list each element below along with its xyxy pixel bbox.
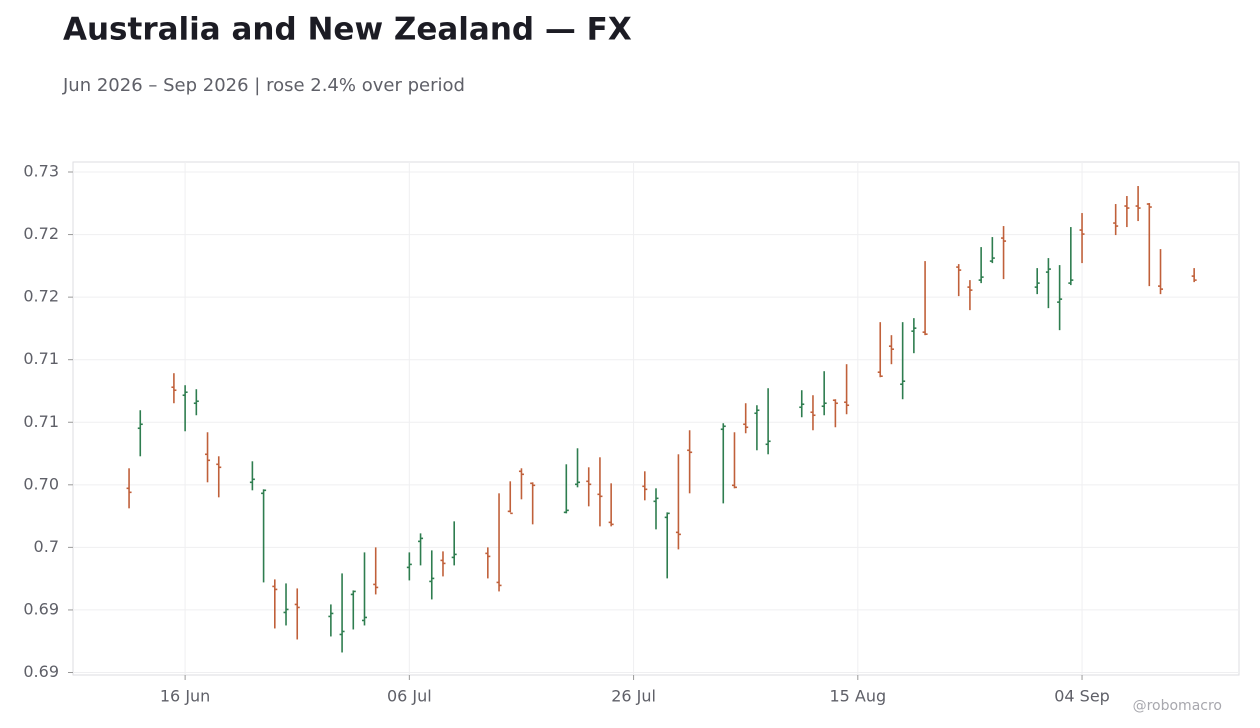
y-tick-label: 0.73 [23, 162, 59, 181]
x-tick-label: 15 Aug [829, 687, 886, 706]
x-tick-label: 16 Jun [160, 687, 210, 706]
x-tick-label: 26 Jul [611, 687, 656, 706]
y-tick-label: 0.69 [23, 599, 59, 618]
y-tick-label: 0.69 [23, 662, 59, 681]
x-tick-label: 06 Jul [387, 687, 432, 706]
chart-subtitle: Jun 2026 – Sep 2026 | rose 2.4% over per… [62, 75, 465, 96]
chart-title: Australia and New Zealand — FX [63, 12, 632, 48]
plot-frame [72, 161, 1240, 676]
y-tick-label: 0.72 [23, 287, 59, 306]
y-tick-label: 0.72 [23, 224, 59, 243]
y-tick-label: 0.71 [23, 412, 59, 431]
watermark: @robomacro [1133, 698, 1222, 714]
y-tick-label: 0.71 [23, 349, 59, 368]
y-tick-label: 0.7 [34, 537, 59, 556]
x-tick-label: 04 Sep [1054, 687, 1110, 706]
y-tick-label: 0.70 [23, 474, 59, 493]
